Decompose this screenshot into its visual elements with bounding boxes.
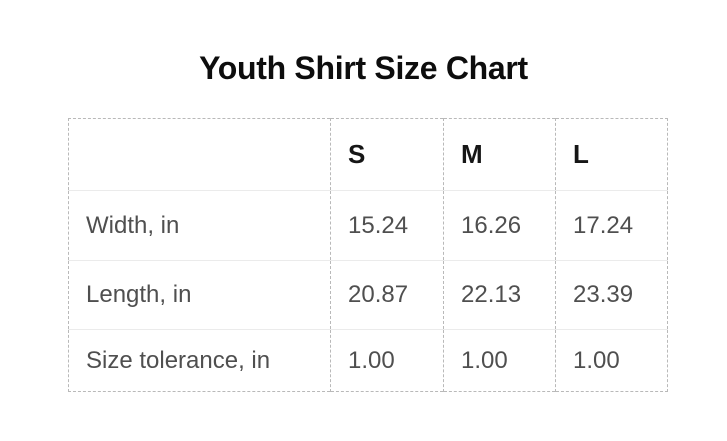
cell-length-s: 20.87 (330, 260, 444, 330)
row-label-width: Width, in (86, 211, 180, 239)
size-chart-table: S M L Width, in 15.24 16.26 17.24 Length… (68, 118, 668, 392)
cell-width-m: 16.26 (443, 190, 556, 261)
cell-width-s: 15.24 (330, 190, 444, 261)
table-row-size-tolerance: Size tolerance, in 1.00 1.00 1.00 (68, 329, 668, 392)
cell-tolerance-s: 1.00 (330, 329, 444, 392)
cell-width-l: 17.24 (555, 190, 668, 261)
column-header-s: S (330, 118, 444, 191)
table-header-row: S M L (69, 118, 668, 191)
table-row-width: Width, in 15.24 16.26 17.24 (68, 190, 668, 261)
table-row-length: Length, in 20.87 22.13 23.39 (68, 260, 668, 330)
cell-tolerance-m: 1.00 (443, 329, 556, 392)
row-label-length: Length, in (86, 281, 192, 308)
cell-length-m: 22.13 (443, 260, 556, 330)
column-header-l: L (555, 118, 668, 191)
column-header-m: M (443, 118, 556, 191)
page-title: Youth Shirt Size Chart (199, 50, 528, 86)
corner-cell (69, 119, 331, 191)
cell-length-l: 23.39 (555, 260, 668, 330)
row-label-size-tolerance: Size tolerance, in (86, 346, 271, 374)
cell-tolerance-l: 1.00 (555, 329, 668, 392)
